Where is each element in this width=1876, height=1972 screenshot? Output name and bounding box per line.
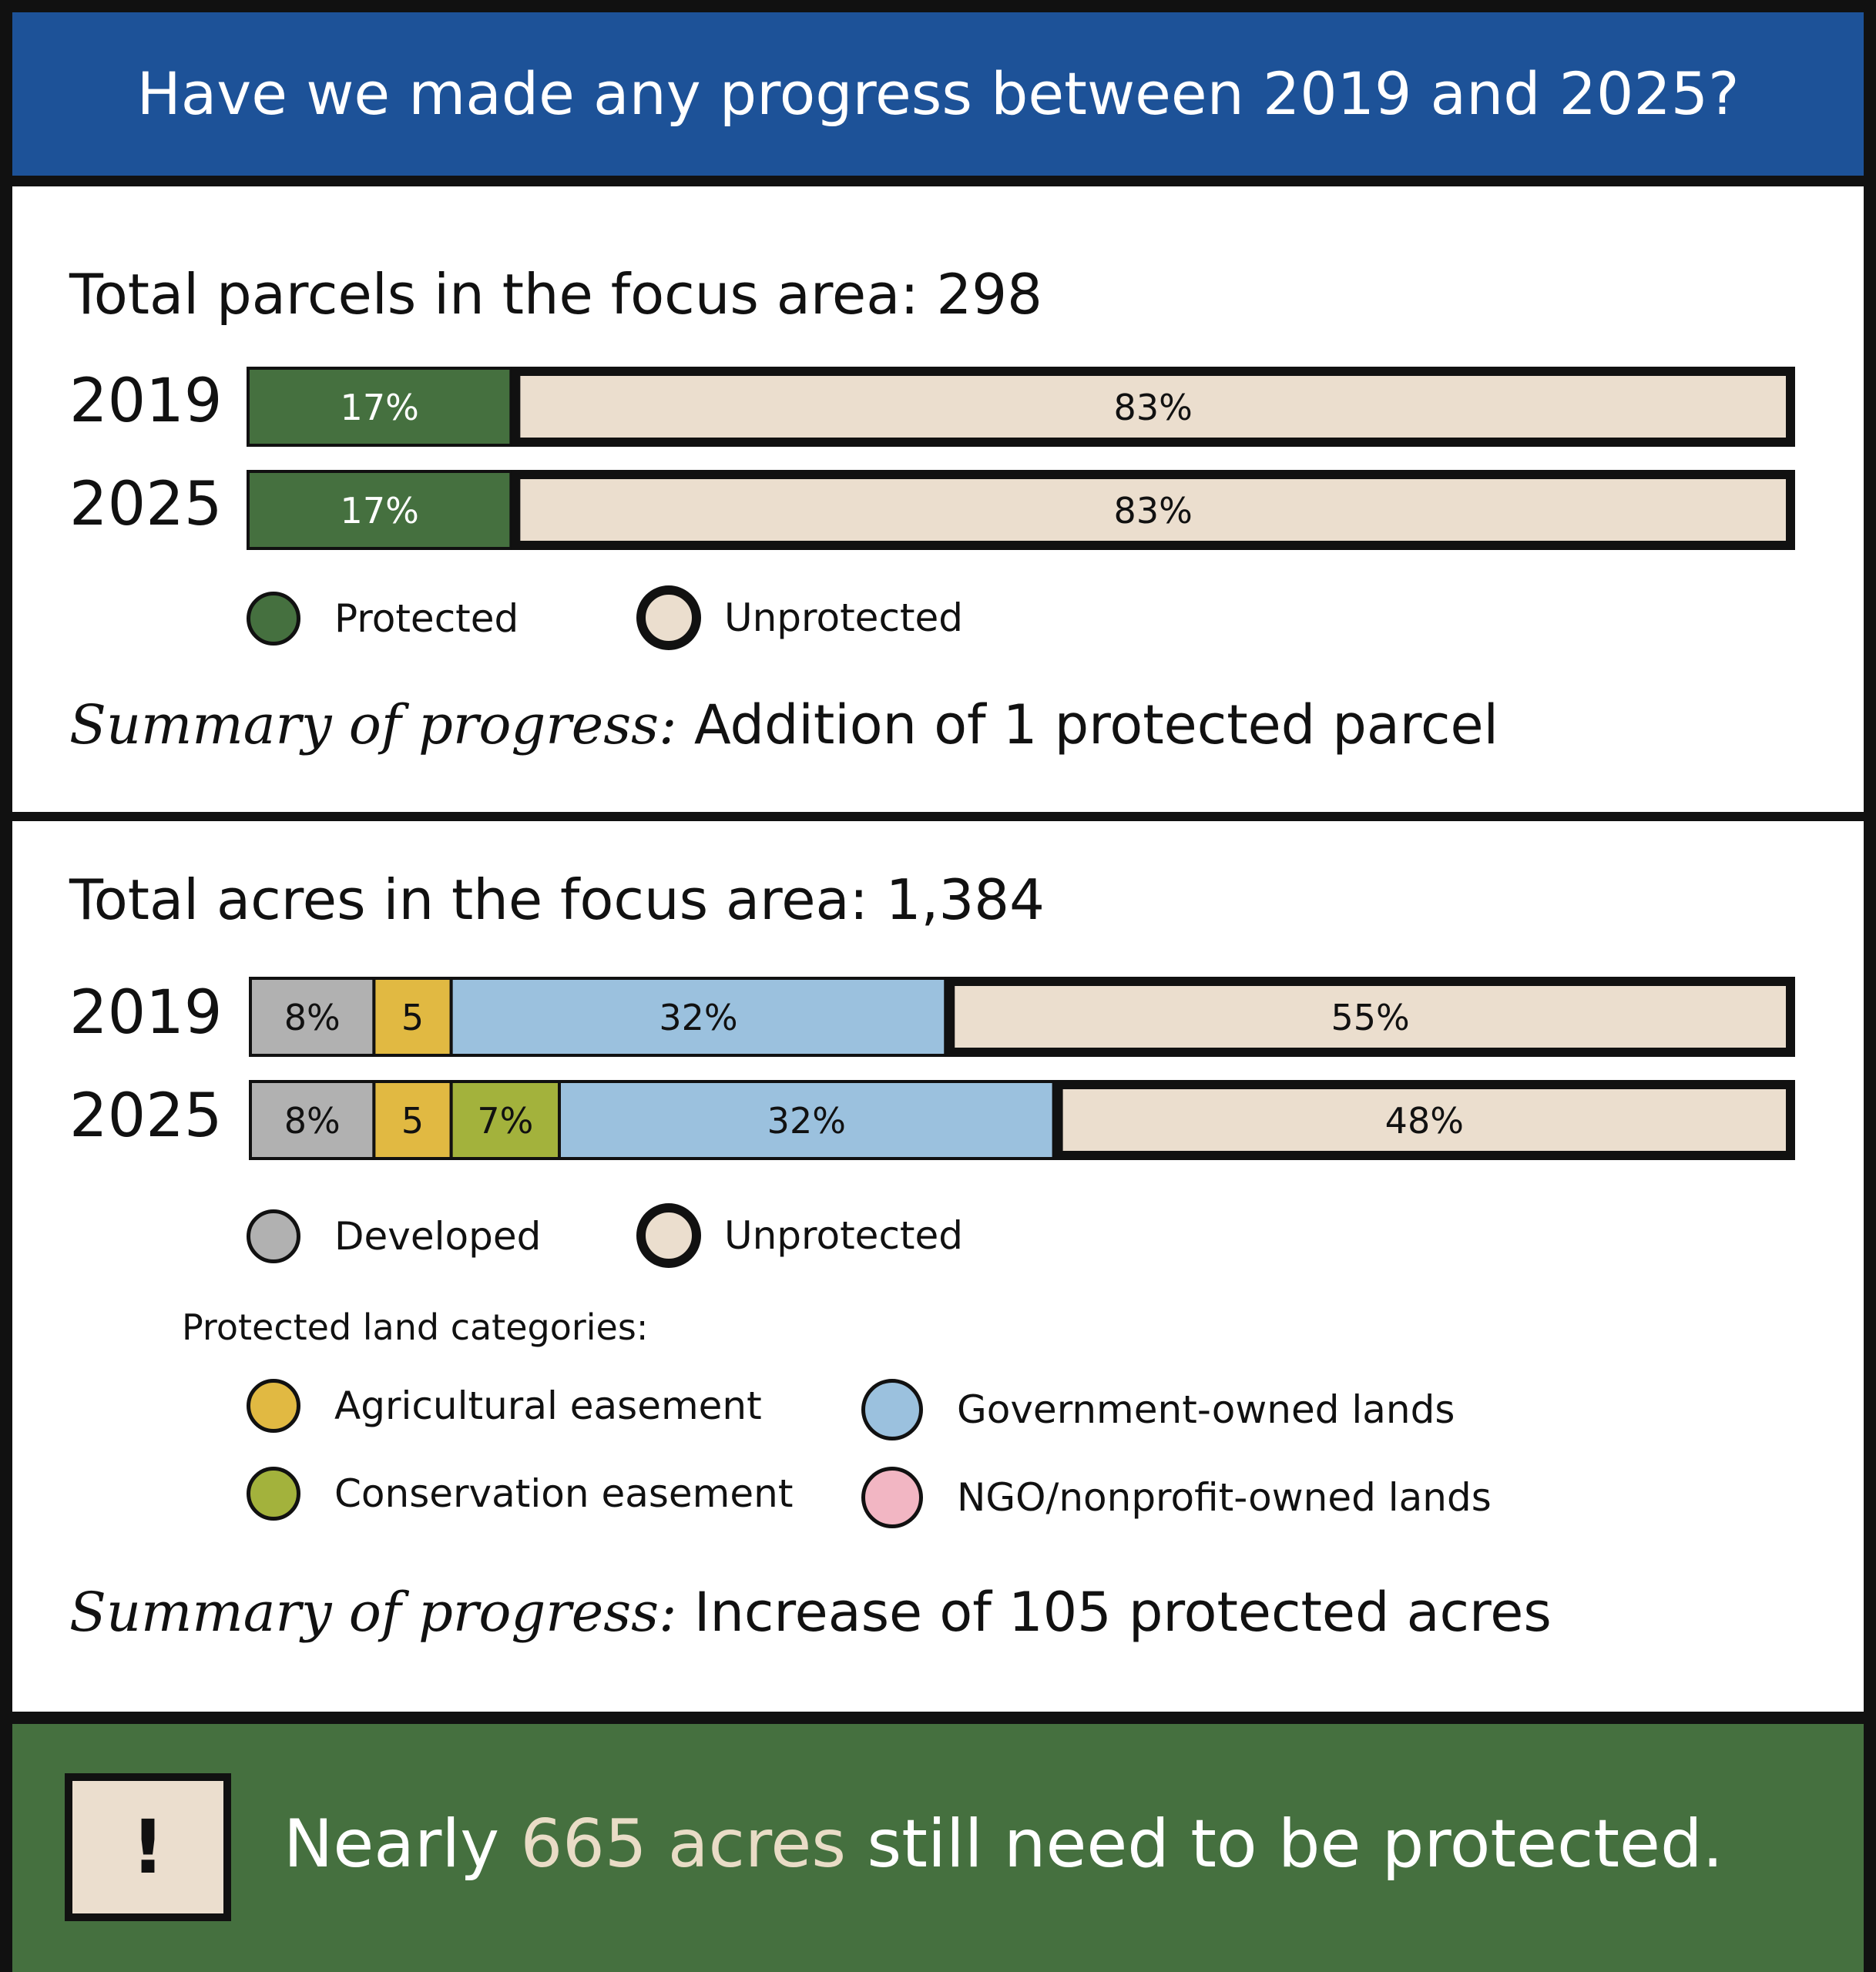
- parcels-bar-2019-protected: [247, 367, 513, 447]
- parcels-bar-label-2019-unprotected: 83%: [1114, 387, 1193, 428]
- protected-swatch-icon: [247, 592, 300, 646]
- acres-bar-2019-agricultural-easement: [372, 977, 453, 1057]
- acres-bar-2025-developed: [249, 1080, 376, 1160]
- parcels-bar-label-2025-protected: 17%: [341, 490, 419, 532]
- legend-developed-label: Developed: [334, 1214, 542, 1259]
- legend-protected: Protected: [247, 592, 519, 646]
- legend-developed: Developed: [247, 1209, 541, 1263]
- footer-text-before: Nearly: [284, 1806, 521, 1883]
- parcels-summary: Summary of progress: Addition of 1 prote…: [69, 693, 1498, 756]
- legend-acres-unprotected: Unprotected: [636, 1203, 963, 1268]
- parcels-year-label-2025: 2025: [69, 470, 223, 539]
- legend-unprotected: Unprotected: [636, 585, 963, 650]
- legend-unprotected-label: Unprotected: [724, 595, 964, 640]
- parcels-summary-lead: Summary of progress:: [69, 693, 677, 756]
- conservation-swatch-icon: [247, 1467, 300, 1521]
- legend-conservation-label: Conservation easement: [334, 1471, 794, 1516]
- legend-agricultural: Agricultural easement: [247, 1379, 762, 1433]
- parcels-bar-label-2025-unprotected: 83%: [1114, 490, 1193, 532]
- unprotected-swatch-icon: [636, 585, 701, 650]
- acres-bar-2019-government-owned-lands: [449, 977, 948, 1057]
- legend-protected-label: Protected: [334, 596, 519, 641]
- ngo-swatch-icon: [861, 1467, 923, 1528]
- legend-government-label: Government-owned lands: [957, 1387, 1455, 1432]
- page-title: Have we made any progress between 2019 a…: [136, 59, 1740, 128]
- parcels-bar-2025-protected: [247, 470, 513, 550]
- acres-summary-lead: Summary of progress:: [69, 1581, 677, 1644]
- alert-icon: !: [65, 1773, 231, 1921]
- parcels-summary-text: Addition of 1 protected parcel: [676, 693, 1498, 756]
- acres-year-label-2019: 2019: [69, 978, 223, 1048]
- footer-text-after: still need to be protected.: [846, 1806, 1723, 1883]
- section-divider: [12, 812, 1864, 821]
- acres-chart: 8% 5 32% 55% 8% 5 7% 32% 48%: [249, 977, 1795, 1160]
- parcels-bar-2025-unprotected: [511, 470, 1795, 550]
- acres-section-title: Total acres in the focus area: 1,384: [69, 867, 1045, 932]
- acres-bar-label-2019-unprotected: 55%: [1331, 997, 1410, 1038]
- legend-conservation: Conservation easement: [247, 1467, 793, 1521]
- acres-bar-label-2019-agricultural-easement: 5: [401, 997, 424, 1038]
- protected-categories-heading: Protected land categories:: [182, 1306, 649, 1348]
- unprotected-swatch-icon: [636, 1203, 701, 1268]
- legend-agricultural-label: Agricultural easement: [334, 1383, 762, 1428]
- acres-bar-2019-unprotected: [945, 977, 1795, 1057]
- footer-banner: ! Nearly 665 acres still need to be prot…: [12, 1712, 1864, 1972]
- parcels-section-title: Total parcels in the focus area: 298: [69, 262, 1042, 327]
- parcels-bar-2019-unprotected: [511, 367, 1795, 447]
- acres-bar-label-2025-conservation-easement: 7%: [477, 1100, 533, 1142]
- parcels-bar-label-2019-protected: 17%: [341, 387, 419, 428]
- acres-bar-label-2019-government-owned-lands: 32%: [659, 997, 737, 1038]
- acres-bar-label-2025-agricultural-easement: 5: [401, 1100, 424, 1142]
- acres-summary: Summary of progress: Increase of 105 pro…: [69, 1581, 1552, 1644]
- acres-summary-text: Increase of 105 protected acres: [676, 1581, 1552, 1644]
- developed-swatch-icon: [247, 1209, 300, 1263]
- footer-message: Nearly 665 acres still need to be protec…: [284, 1767, 1723, 1921]
- acres-year-label-2025: 2025: [69, 1082, 223, 1151]
- acres-bar-label-2025-unprotected: 48%: [1385, 1100, 1464, 1142]
- parcels-chart: 17% 83% 17% 83%: [247, 367, 1795, 550]
- acres-bar-2025-government-owned-lands: [558, 1080, 1055, 1160]
- acres-bar-2019-developed: [249, 977, 376, 1057]
- footer-highlight: 665 acres: [520, 1806, 847, 1883]
- agricultural-swatch-icon: [247, 1379, 300, 1433]
- government-swatch-icon: [861, 1379, 923, 1440]
- acres-bar-label-2019-developed: 8%: [284, 997, 341, 1038]
- legend-government: Government-owned lands: [861, 1379, 1455, 1440]
- legend-ngo-label: NGO/nonprofit-owned lands: [957, 1475, 1492, 1520]
- legend-ngo: NGO/nonprofit-owned lands: [861, 1467, 1492, 1528]
- acres-bar-2025-unprotected: [1053, 1080, 1795, 1160]
- parcels-year-label-2019: 2019: [69, 367, 223, 436]
- acres-bar-2025-conservation-easement: [449, 1080, 562, 1160]
- acres-bar-label-2025-government-owned-lands: 32%: [767, 1100, 846, 1142]
- legend-acres-unprotected-label: Unprotected: [724, 1213, 964, 1258]
- acres-bar-label-2025-developed: 8%: [284, 1100, 341, 1142]
- header-banner: Have we made any progress between 2019 a…: [12, 12, 1864, 186]
